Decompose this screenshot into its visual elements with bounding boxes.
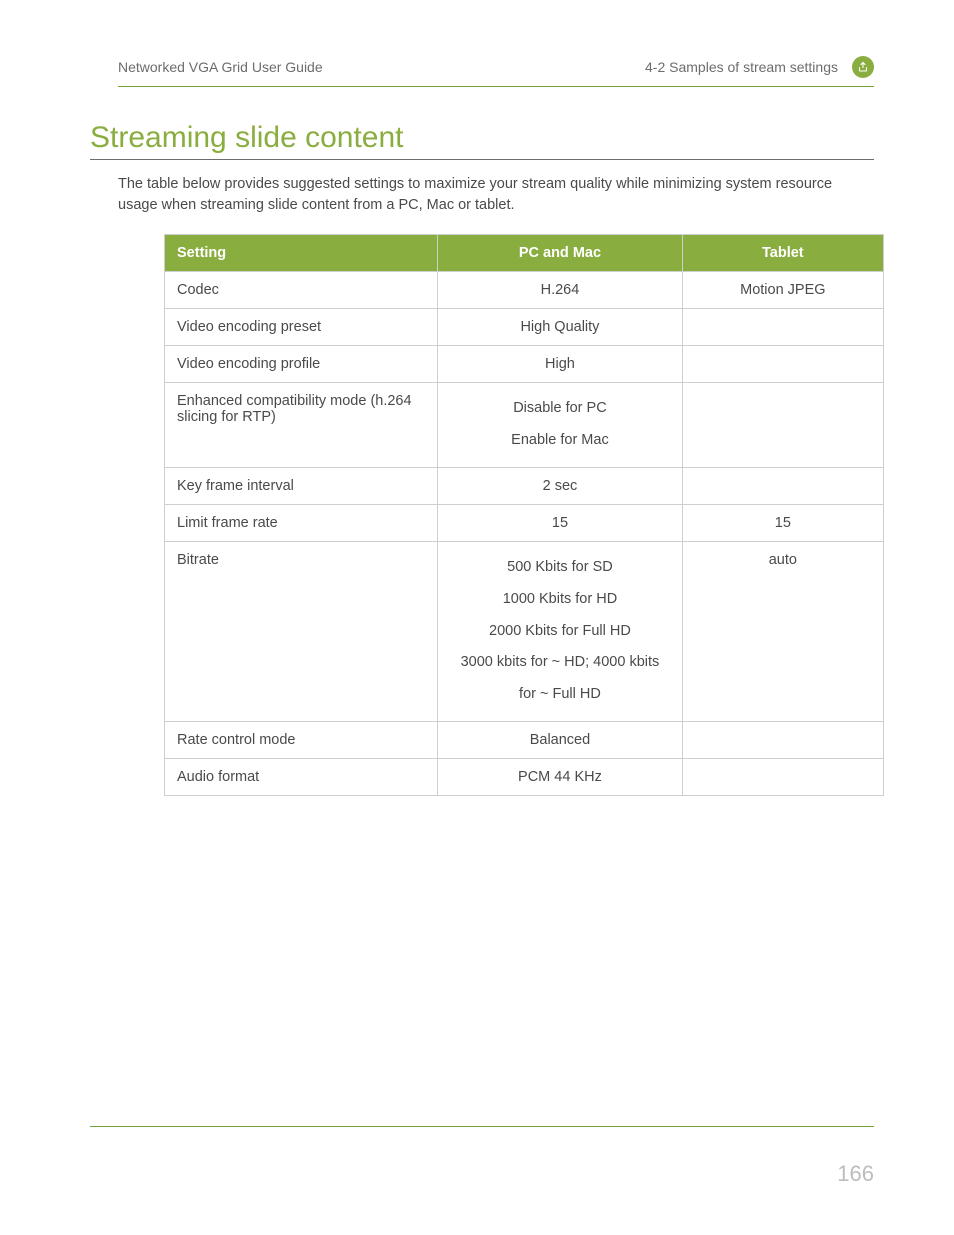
cell-setting: Rate control mode <box>165 722 438 759</box>
col-tablet: Tablet <box>682 235 883 272</box>
cell-tablet <box>682 309 883 346</box>
cell-setting: Video encoding profile <box>165 346 438 383</box>
cell-setting: Audio format <box>165 759 438 796</box>
col-pcmac: PC and Mac <box>438 235 682 272</box>
table-header-row: Setting PC and Mac Tablet <box>165 235 884 272</box>
page-header: Networked VGA Grid User Guide 4-2 Sample… <box>118 56 874 87</box>
page-number: 166 <box>837 1161 874 1187</box>
cell-pcmac: High <box>438 346 682 383</box>
cell-setting: Bitrate <box>165 541 438 721</box>
settings-table: Setting PC and Mac Tablet CodecH.264Moti… <box>164 234 884 796</box>
footer-rule <box>90 1126 874 1127</box>
cell-tablet: Motion JPEG <box>682 272 883 309</box>
cell-pcmac: H.264 <box>438 272 682 309</box>
cell-pcmac: High Quality <box>438 309 682 346</box>
header-section: 4-2 Samples of stream settings <box>645 59 838 75</box>
table-row: Enhanced compatibility mode (h.264 slici… <box>165 383 884 468</box>
cell-pcmac: PCM 44 KHz <box>438 759 682 796</box>
col-setting: Setting <box>165 235 438 272</box>
cell-pcmac: 15 <box>438 504 682 541</box>
cell-setting: Codec <box>165 272 438 309</box>
cell-setting: Limit frame rate <box>165 504 438 541</box>
cell-tablet <box>682 759 883 796</box>
table-row: Bitrate500 Kbits for SD1000 Kbits for HD… <box>165 541 884 721</box>
intro-paragraph: The table below provides suggested setti… <box>118 174 874 216</box>
cell-tablet: 15 <box>682 504 883 541</box>
table-row: CodecH.264Motion JPEG <box>165 272 884 309</box>
cell-tablet <box>682 467 883 504</box>
header-right-group: 4-2 Samples of stream settings <box>645 56 874 78</box>
cell-tablet <box>682 722 883 759</box>
page-title: Streaming slide content <box>90 121 874 160</box>
cell-tablet <box>682 346 883 383</box>
cell-setting: Enhanced compatibility mode (h.264 slici… <box>165 383 438 468</box>
cell-setting: Video encoding preset <box>165 309 438 346</box>
table-row: Video encoding profileHigh <box>165 346 884 383</box>
cell-pcmac: 500 Kbits for SD1000 Kbits for HD2000 Kb… <box>438 541 682 721</box>
table-row: Rate control modeBalanced <box>165 722 884 759</box>
table-row: Limit frame rate1515 <box>165 504 884 541</box>
table-row: Video encoding presetHigh Quality <box>165 309 884 346</box>
cell-setting: Key frame interval <box>165 467 438 504</box>
share-icon <box>852 56 874 78</box>
table-row: Audio formatPCM 44 KHz <box>165 759 884 796</box>
cell-tablet: auto <box>682 541 883 721</box>
cell-tablet <box>682 383 883 468</box>
cell-pcmac: Disable for PCEnable for Mac <box>438 383 682 468</box>
cell-pcmac: 2 sec <box>438 467 682 504</box>
cell-pcmac: Balanced <box>438 722 682 759</box>
header-left: Networked VGA Grid User Guide <box>118 59 323 75</box>
table-row: Key frame interval2 sec <box>165 467 884 504</box>
